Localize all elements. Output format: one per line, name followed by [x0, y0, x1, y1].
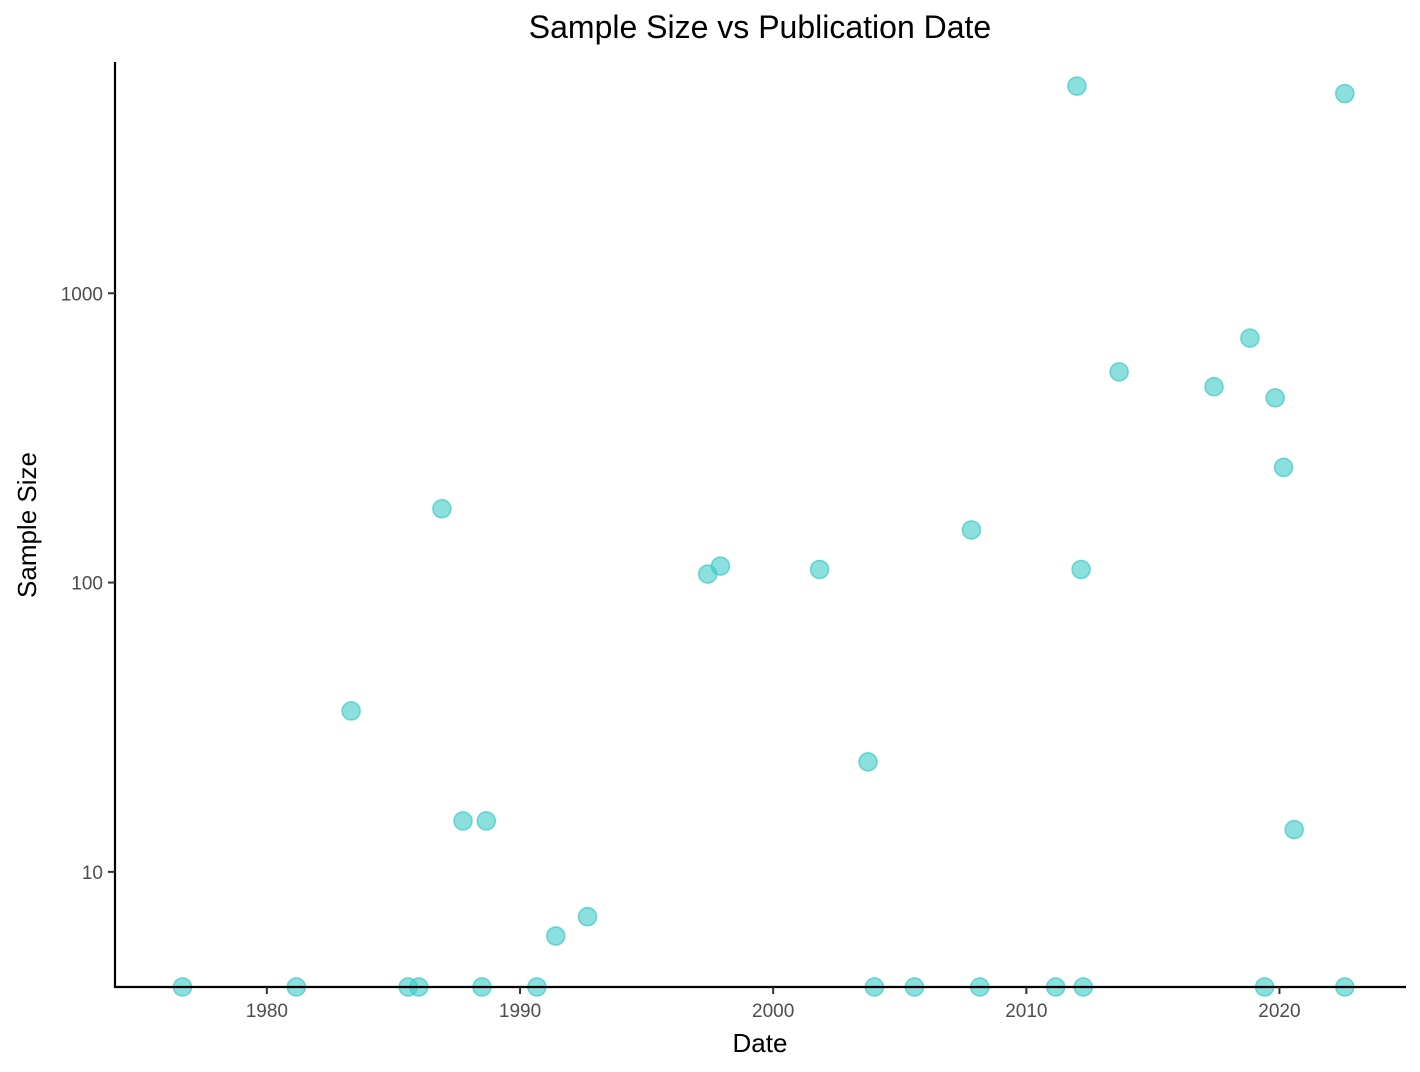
data-point [1273, 457, 1294, 478]
data-point [341, 701, 361, 721]
data-point [1284, 819, 1304, 840]
data-point [1067, 76, 1087, 96]
data-point [577, 906, 598, 927]
y-tick-label: 100 [71, 574, 103, 595]
data-point [1265, 388, 1285, 408]
points-layer [172, 76, 1355, 997]
data-point [476, 811, 497, 831]
y-tick-label: 10 [82, 863, 103, 884]
data-point [1240, 328, 1260, 348]
x-axis-ticks: 1980 1990 2000 2010 2020 [246, 987, 1301, 1022]
x-tick-label: 1980 [246, 1001, 288, 1022]
x-tick-label: 1990 [499, 1001, 541, 1022]
data-point [710, 556, 731, 576]
data-point [961, 520, 982, 540]
data-point [1335, 83, 1355, 104]
data-point [809, 559, 830, 580]
data-point [453, 811, 473, 831]
data-point [432, 498, 452, 519]
chart-title: Sample Size vs Publication Date [529, 9, 991, 45]
data-point [546, 926, 566, 946]
data-point [858, 752, 878, 772]
data-point [1109, 362, 1129, 382]
data-point [1071, 559, 1091, 580]
x-axis-label: Date [733, 1028, 788, 1058]
y-axis-ticks: 10 100 1000 [61, 284, 115, 884]
x-tick-label: 2010 [1005, 1001, 1047, 1022]
x-tick-label: 2020 [1258, 1001, 1300, 1022]
y-axis-label: Sample Size [12, 452, 42, 598]
data-point [1204, 377, 1224, 397]
y-tick-label: 1000 [61, 284, 103, 305]
x-tick-label: 2000 [752, 1001, 794, 1022]
